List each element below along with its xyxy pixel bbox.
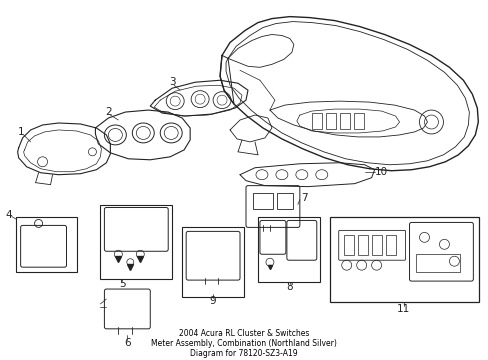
Bar (329, 217, 478, 302)
Text: 7: 7 (301, 193, 307, 203)
Bar (16, 217, 77, 272)
Text: 10: 10 (374, 167, 387, 177)
Bar (276, 193, 292, 208)
Text: 5: 5 (119, 279, 125, 289)
Bar (339, 113, 349, 129)
Text: 1: 1 (17, 127, 24, 137)
Bar (357, 235, 367, 255)
Text: 9: 9 (209, 296, 216, 306)
Bar (415, 254, 459, 272)
Text: 8: 8 (286, 282, 293, 292)
Bar (252, 193, 272, 208)
Bar (353, 113, 363, 129)
Text: 2004 Acura RL Cluster & Switches: 2004 Acura RL Cluster & Switches (179, 329, 308, 338)
Bar (311, 113, 321, 129)
Bar (325, 113, 335, 129)
Text: 11: 11 (396, 304, 409, 314)
Bar (100, 204, 172, 279)
Bar (258, 217, 319, 282)
Text: Diagram for 78120-SZ3-A19: Diagram for 78120-SZ3-A19 (190, 349, 297, 358)
Bar (371, 235, 381, 255)
Text: 2: 2 (105, 107, 111, 117)
Text: 4: 4 (5, 211, 12, 220)
Text: Meter Assembly, Combination (Northland Silver): Meter Assembly, Combination (Northland S… (151, 339, 336, 348)
Bar (182, 228, 244, 297)
Text: 6: 6 (124, 338, 130, 348)
Bar (385, 235, 395, 255)
Text: 3: 3 (168, 77, 175, 87)
Bar (343, 235, 353, 255)
